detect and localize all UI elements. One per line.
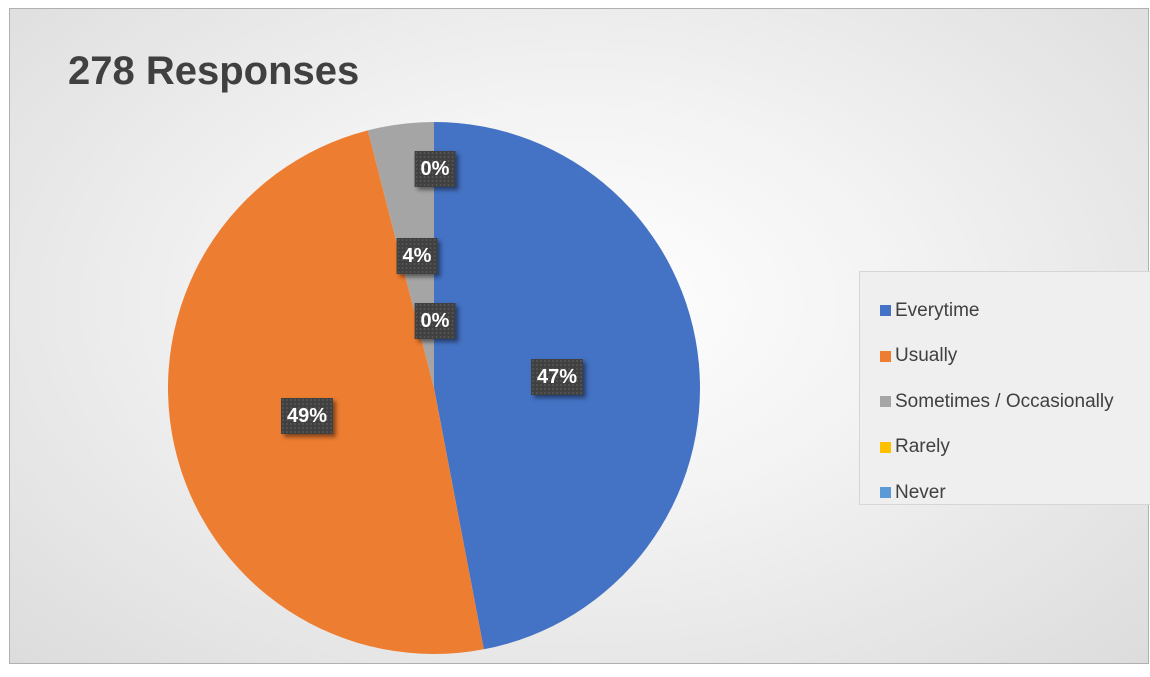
legend-label: Everytime — [895, 299, 980, 321]
chart-area: 278 Responses 47% 49% 4% 0% 0% Everytime Usu… — [9, 8, 1150, 664]
data-label-sometimes-occasionally: 4% — [396, 238, 438, 274]
page-heading-strip — [0, 0, 1150, 8]
legend-item-never: Never — [860, 470, 1150, 516]
chart-legend: Everytime Usually Sometimes / Occasional… — [859, 271, 1150, 505]
legend-swatch — [880, 396, 891, 408]
legend-swatch — [880, 487, 891, 499]
legend-swatch — [880, 350, 891, 362]
legend-label: Never — [895, 481, 946, 503]
legend-label: Usually — [895, 345, 958, 367]
data-label-rarely: 0% — [414, 303, 456, 339]
legend-label: Rarely — [895, 436, 950, 458]
data-label-usually: 49% — [280, 398, 334, 434]
data-label-never: 0% — [414, 151, 456, 187]
legend-item-sometimes: Sometimes / Occasionally — [860, 379, 1150, 425]
legend-swatch — [880, 305, 891, 317]
legend-swatch — [880, 441, 891, 453]
legend-item-rarely: Rarely — [860, 425, 1150, 471]
legend-item-usually: Usually — [860, 334, 1150, 380]
legend-label: Sometimes / Occasionally — [895, 390, 1114, 412]
pie-slice-usually — [168, 130, 484, 654]
legend-item-everytime: Everytime — [860, 288, 1150, 334]
chart-title: 278 Responses — [68, 49, 360, 93]
data-label-everytime: 47% — [530, 359, 584, 395]
